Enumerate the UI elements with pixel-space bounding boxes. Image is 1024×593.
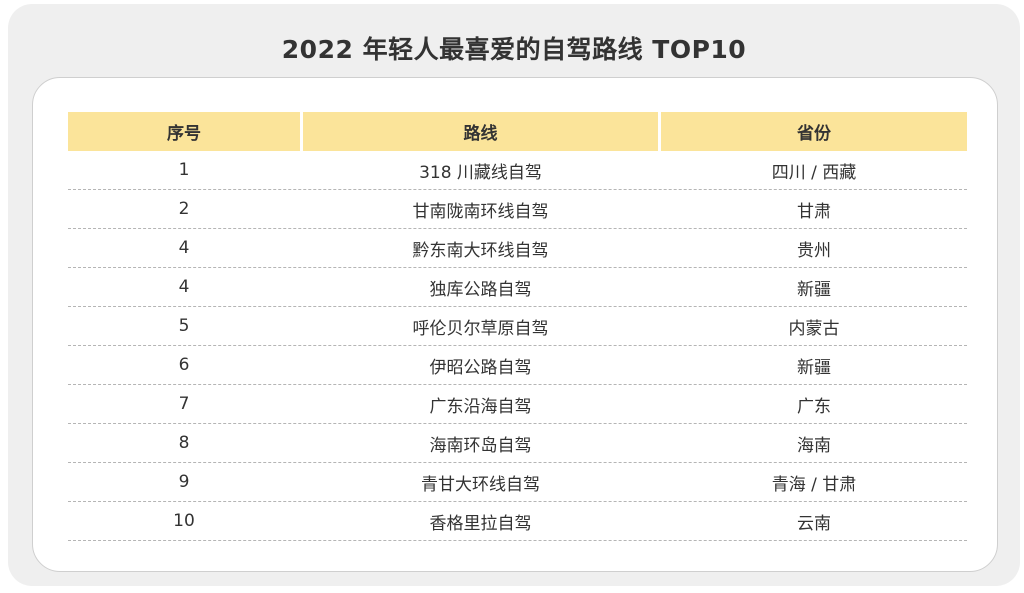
province-cell: 海南: [797, 435, 831, 456]
province-cell: 青海 / 甘肃: [771, 474, 857, 495]
route-cell: 广东沿海自驾: [429, 396, 532, 417]
province-cell: 四川 / 西藏: [771, 162, 857, 183]
table-row: 10 香格里拉自驾 云南: [68, 502, 967, 541]
rank-cell: 5: [178, 316, 190, 336]
table-row: 6 伊昭公路自驾 新疆: [68, 346, 967, 385]
table-row: 1 318 川藏线自驾 四川 / 西藏: [68, 151, 967, 190]
rank-cell: 8: [178, 433, 190, 453]
route-cell: 海南环岛自驾: [429, 435, 532, 456]
rank-cell: 4: [178, 277, 190, 297]
route-table: 序号 路线 省份 1 318 川藏线自驾 四川 / 西藏 2 甘南陇南环线自驾 …: [68, 112, 967, 541]
rank-cell: 4: [178, 238, 190, 258]
page-background: 2022 年轻人最喜爱的自驾路线 TOP10 序号 路线 省份 1 318 川藏…: [8, 4, 1020, 586]
rank-cell: 2: [178, 199, 190, 219]
header-rank: 序号: [68, 112, 300, 151]
table-row: 4 独库公路自驾 新疆: [68, 268, 967, 307]
route-cell: 黔东南大环线自驾: [412, 240, 549, 261]
header-route: 路线: [303, 112, 658, 151]
route-cell: 独库公路自驾: [429, 279, 532, 300]
province-cell: 新疆: [797, 357, 831, 378]
province-cell: 广东: [797, 396, 831, 417]
route-cell: 香格里拉自驾: [429, 513, 532, 534]
province-cell: 内蒙古: [788, 318, 840, 339]
table-row: 8 海南环岛自驾 海南: [68, 424, 967, 463]
route-cell: 青甘大环线自驾: [421, 474, 540, 495]
route-cell: 伊昭公路自驾: [429, 357, 532, 378]
page-title: 2022 年轻人最喜爱的自驾路线 TOP10: [281, 35, 747, 64]
rank-cell: 6: [178, 355, 190, 375]
table-row: 7 广东沿海自驾 广东: [68, 385, 967, 424]
route-cell: 甘南陇南环线自驾: [412, 201, 549, 222]
province-cell: 甘肃: [797, 201, 831, 222]
rank-cell: 1: [178, 160, 190, 180]
table-row: 2 甘南陇南环线自驾 甘肃: [68, 190, 967, 229]
rank-cell: 10: [173, 511, 195, 531]
rank-cell: 9: [178, 472, 190, 492]
table-row: 4 黔东南大环线自驾 贵州: [68, 229, 967, 268]
header-province: 省份: [661, 112, 967, 151]
table-card: 序号 路线 省份 1 318 川藏线自驾 四川 / 西藏 2 甘南陇南环线自驾 …: [32, 77, 998, 572]
rank-cell: 7: [178, 394, 190, 414]
table-row: 9 青甘大环线自驾 青海 / 甘肃: [68, 463, 967, 502]
table-header: 序号 路线 省份: [68, 112, 967, 151]
route-cell: 318 川藏线自驾: [419, 162, 542, 183]
province-cell: 云南: [797, 513, 831, 534]
table-row: 5 呼伦贝尔草原自驾 内蒙古: [68, 307, 967, 346]
province-cell: 贵州: [797, 240, 831, 261]
province-cell: 新疆: [797, 279, 831, 300]
route-cell: 呼伦贝尔草原自驾: [412, 318, 549, 339]
